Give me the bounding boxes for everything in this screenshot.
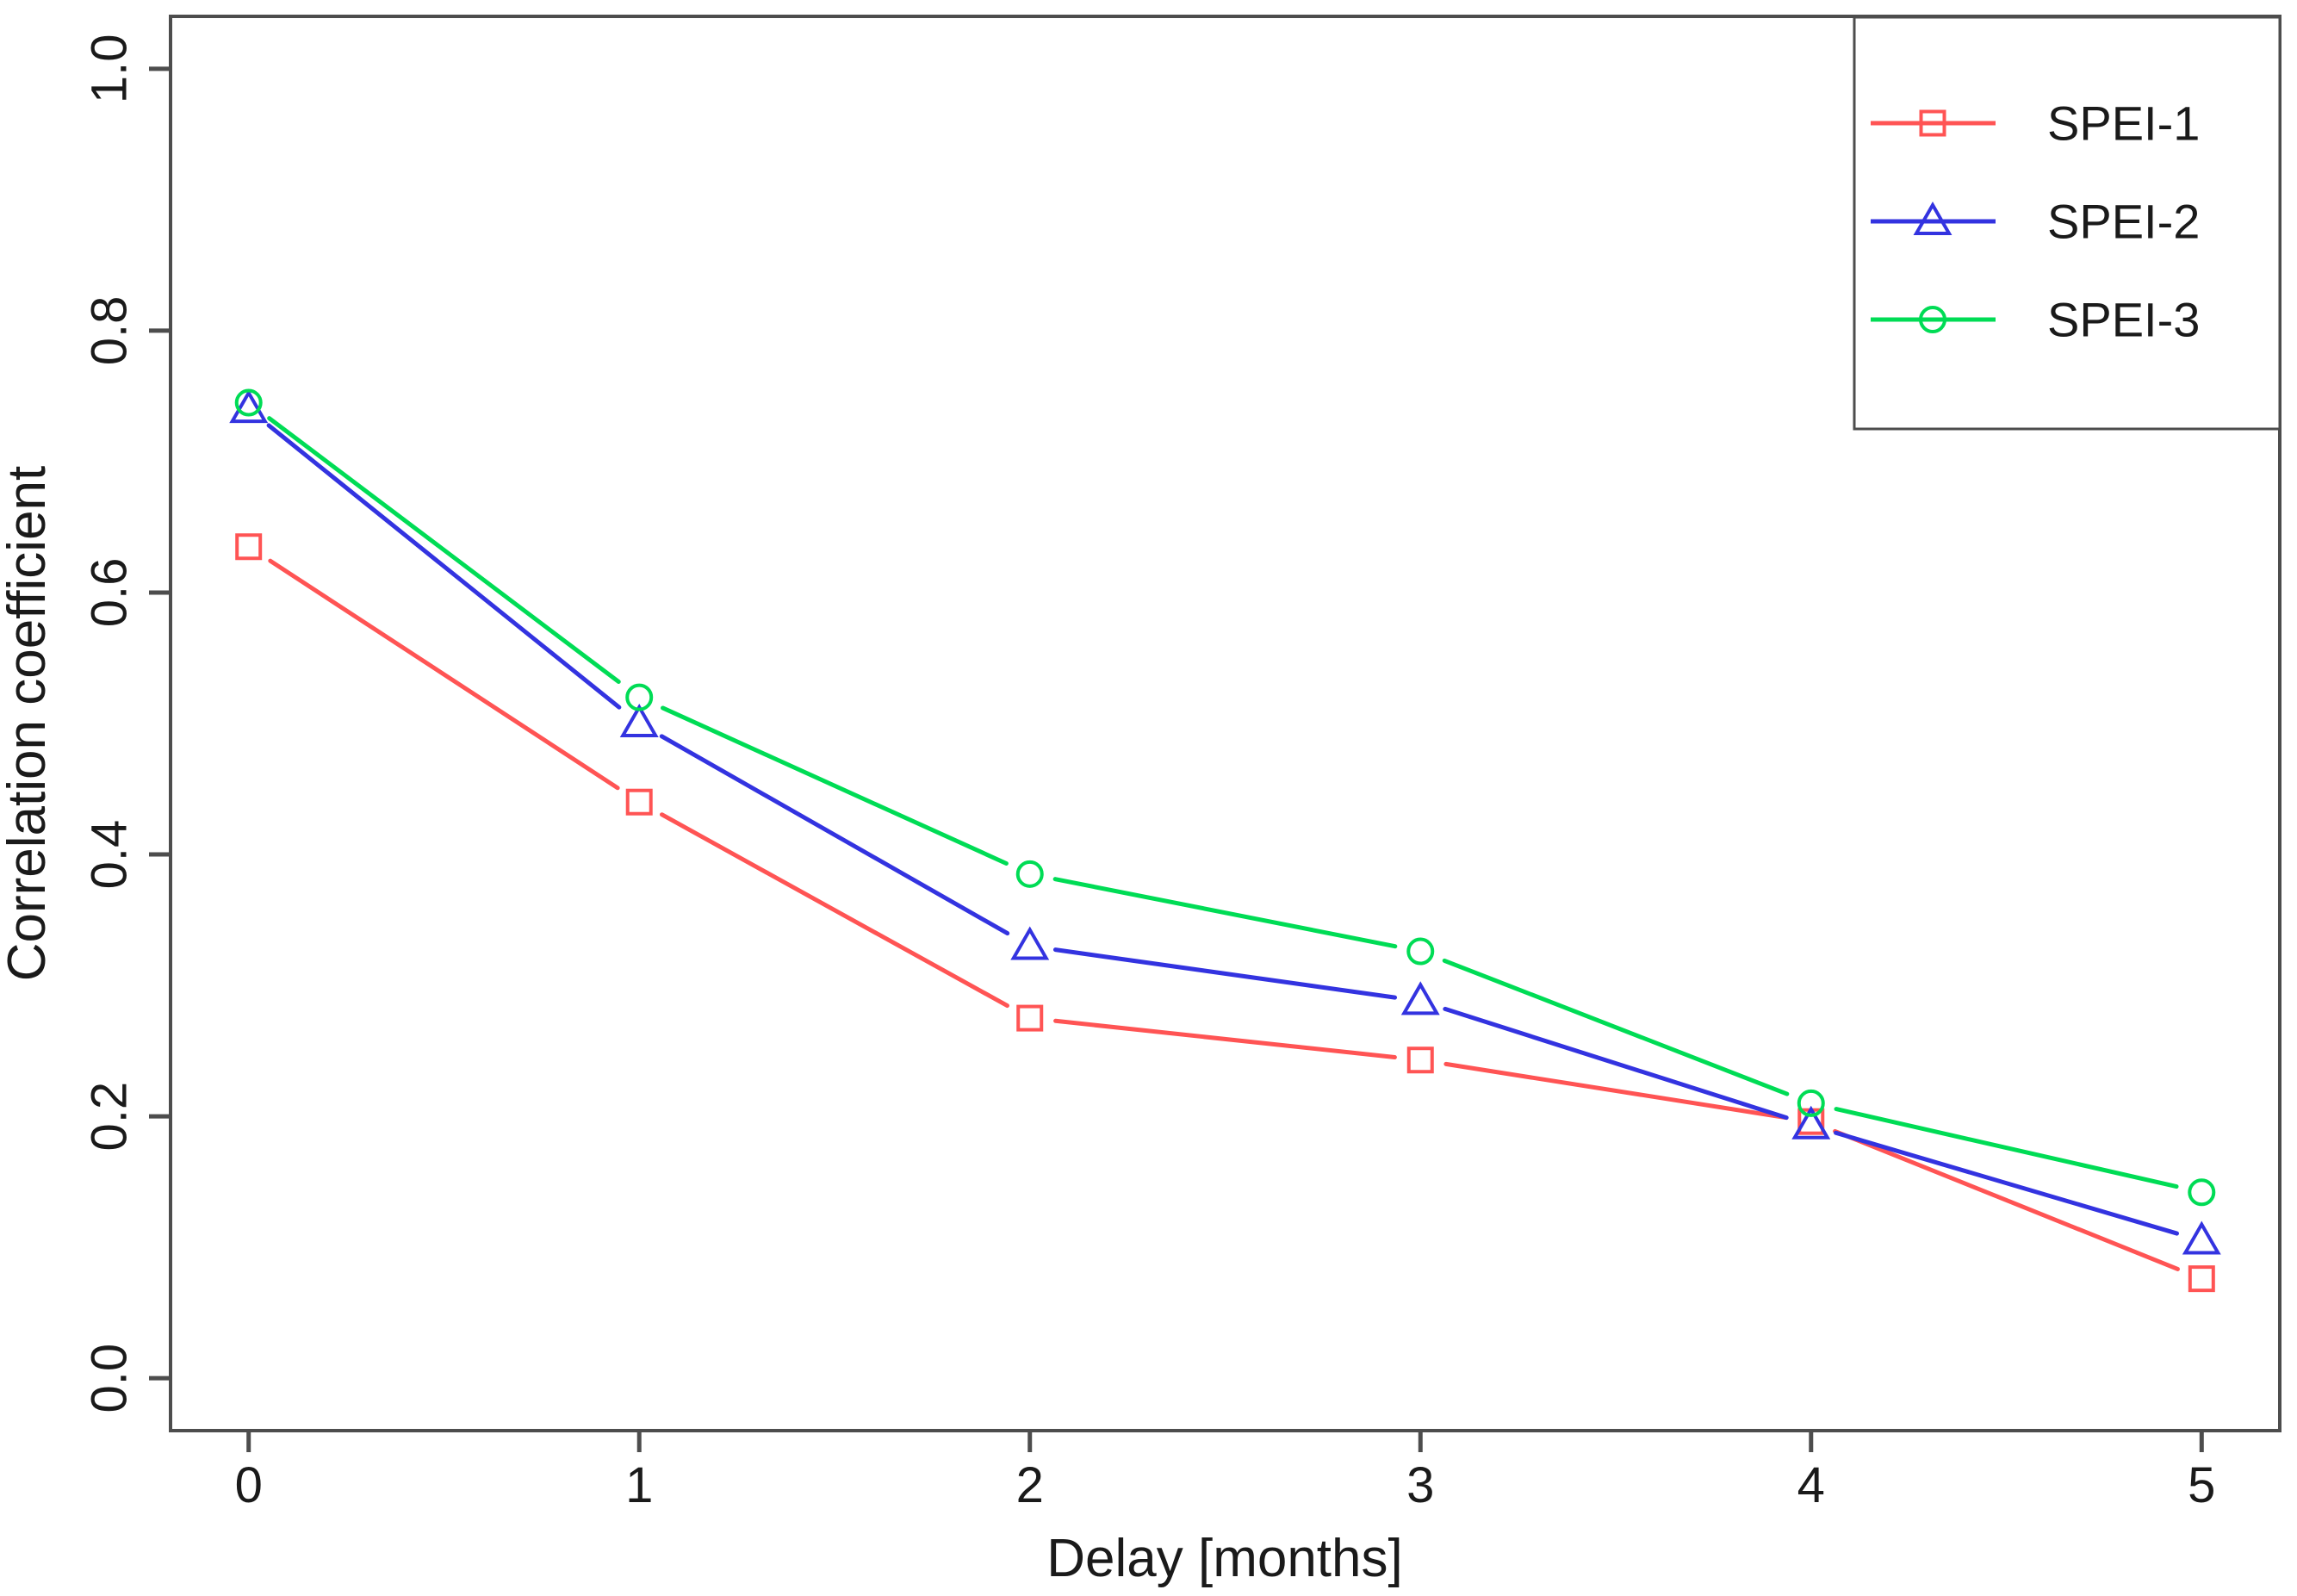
series-line-segment [1052,947,1398,1000]
legend-label: SPEI-2 [2047,195,2200,249]
ticks-layer: 0.0 0.2 0.4 0.6 0.8 1.0 0 1 2 3 4 5 [82,34,2216,1513]
marker-square [625,788,653,816]
series-line-segment [661,705,1009,866]
plot-border [169,15,2281,1432]
series-SPEI-1 [235,533,2215,1293]
marker-circle [1015,860,1044,888]
y-axis-label: Correlation coefficient [0,466,57,982]
series-line-segment [1834,1130,2180,1236]
x-tick-label: 1 [625,1457,653,1513]
series-line-segment [1052,877,1398,949]
y-tick-label: 0.2 [82,1082,138,1152]
legend-layer: SPEI-1 SPEI-2 SPEI-3 [1853,16,2281,431]
marker-square [2188,1265,2215,1293]
marker-square [1919,109,1946,137]
series-SPEI-2 [229,389,2221,1255]
series-line-segment [1833,1128,2180,1271]
legend-label: SPEI-3 [2047,293,2200,347]
marker-triangle [2182,1220,2221,1255]
marker-square [1016,1004,1044,1032]
series-layer [229,388,2221,1293]
marker-circle [1406,937,1435,966]
marker-triangle [1913,201,1952,235]
series-line-segment [1443,1006,1789,1121]
y-tick-label: 1.0 [82,34,138,103]
marker-circle [1919,306,1946,333]
y-tick-label: 0.4 [82,820,138,890]
x-axis-label: Delay [months] [1046,1529,1403,1588]
y-tick-label: 0.6 [82,558,138,628]
marker-circle [2188,1178,2216,1207]
marker-triangle [229,389,269,424]
marker-square [1406,1046,1434,1074]
legend-item-SPEI-3: SPEI-3 [1871,293,2200,347]
x-tick-label: 3 [1406,1457,1434,1513]
marker-circle [1797,1089,1825,1117]
legend-item-SPEI-1: SPEI-1 [1871,96,2200,151]
series-SPEI-3 [234,388,2216,1207]
series-line-segment [268,558,620,791]
legend-item-SPEI-2: SPEI-2 [1871,195,2200,249]
series-line-segment [659,734,1010,936]
marker-triangle [1010,926,1050,960]
series-line-segment [659,812,1009,1009]
marker-triangle [619,703,659,737]
x-tick-label: 0 [235,1457,263,1513]
x-tick-label: 2 [1016,1457,1044,1513]
marker-triangle [1791,1105,1831,1140]
series-line-segment [266,423,622,710]
marker-square [235,533,263,561]
series-line-segment [1443,1061,1788,1121]
marker-circle [234,388,263,417]
marker-circle [625,683,654,711]
series-line-segment [1442,958,1790,1096]
x-tick-label: 5 [2188,1457,2215,1513]
y-tick-label: 0.0 [82,1344,138,1413]
x-tick-label: 4 [1797,1457,1825,1513]
legend-label: SPEI-1 [2047,96,2200,151]
series-line-segment [1834,1107,2179,1189]
marker-triangle [1400,981,1440,1015]
y-tick-label: 0.8 [82,296,138,366]
series-line-segment [1053,1018,1397,1060]
series-line-segment [267,416,621,685]
